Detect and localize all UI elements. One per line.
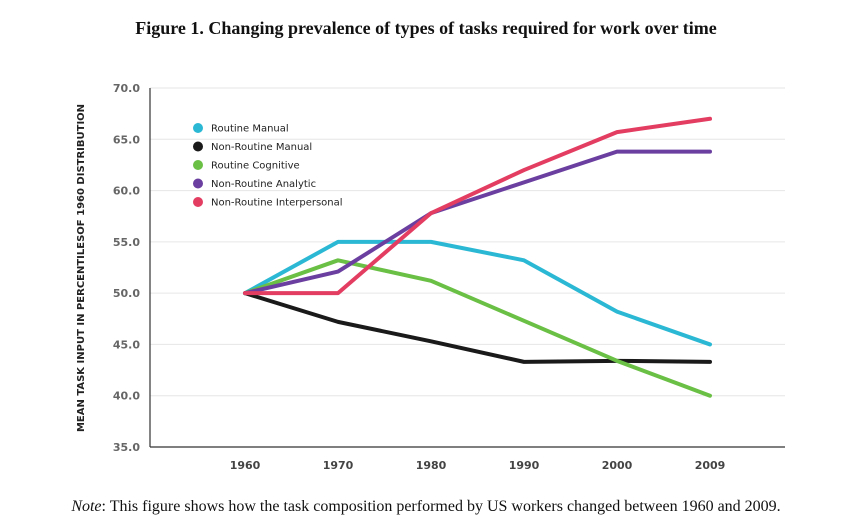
legend: Routine Manual Non-Routine Manual Routine … <box>193 123 343 209</box>
series-line-routine-manual <box>243 239 712 347</box>
x-tick-label: 2009 <box>695 459 726 472</box>
legend-marker <box>193 123 203 133</box>
tick-labels: 70.0 65.0 60.0 55.0 50.0 45.0 40.0 35.0 1960 1970… <box>113 82 725 472</box>
y-axis-label: MEAN TASK INPUT IN PERCENTILESOF 1960 DI… <box>76 104 87 432</box>
series-line-non-routine-manual <box>243 291 712 364</box>
y-tick-label: 45.0 <box>113 338 140 351</box>
series-line-non-routine-interpersonal <box>243 116 712 296</box>
x-tick-label: 1990 <box>509 459 540 472</box>
x-tick-label: 1970 <box>323 459 354 472</box>
y-tick-label: 70.0 <box>113 82 140 95</box>
y-tick-label: 35.0 <box>113 441 140 454</box>
legend-label: Routine Cognitive <box>211 161 300 172</box>
series-line-routine-cognitive <box>243 258 712 398</box>
line-chart: 70.0 65.0 60.0 55.0 50.0 45.0 40.0 35.0 1960 1970… <box>76 82 785 472</box>
y-tick-label: 55.0 <box>113 236 140 249</box>
y-tick-label: 50.0 <box>113 287 140 300</box>
series-lines <box>243 116 712 398</box>
note-text: : This figure shows how the task composi… <box>101 498 781 515</box>
legend-marker <box>193 141 203 152</box>
legend-marker <box>193 197 203 207</box>
legend-marker <box>193 178 203 189</box>
x-tick-label: 1960 <box>230 459 261 472</box>
note-label: Note <box>71 498 102 515</box>
legend-label: Non-Routine Interpersonal <box>211 198 343 209</box>
legend-label: Non-Routine Manual <box>211 142 312 153</box>
x-tick-label: 2000 <box>602 459 633 472</box>
x-tick-label: 1980 <box>416 459 447 472</box>
legend-label: Non-Routine Analytic <box>211 179 316 190</box>
series-line-non-routine-analytic <box>243 149 712 296</box>
y-tick-label: 60.0 <box>113 185 140 198</box>
y-tick-label: 40.0 <box>113 390 140 403</box>
axes <box>149 88 785 448</box>
legend-marker <box>193 160 203 170</box>
figure-note: Note: This figure shows how the task com… <box>0 498 852 516</box>
grid <box>150 87 785 397</box>
figure-title: Figure 1. Changing prevalence of types o… <box>135 18 717 38</box>
legend-label: Routine Manual <box>211 124 289 135</box>
y-tick-label: 65.0 <box>113 133 140 146</box>
